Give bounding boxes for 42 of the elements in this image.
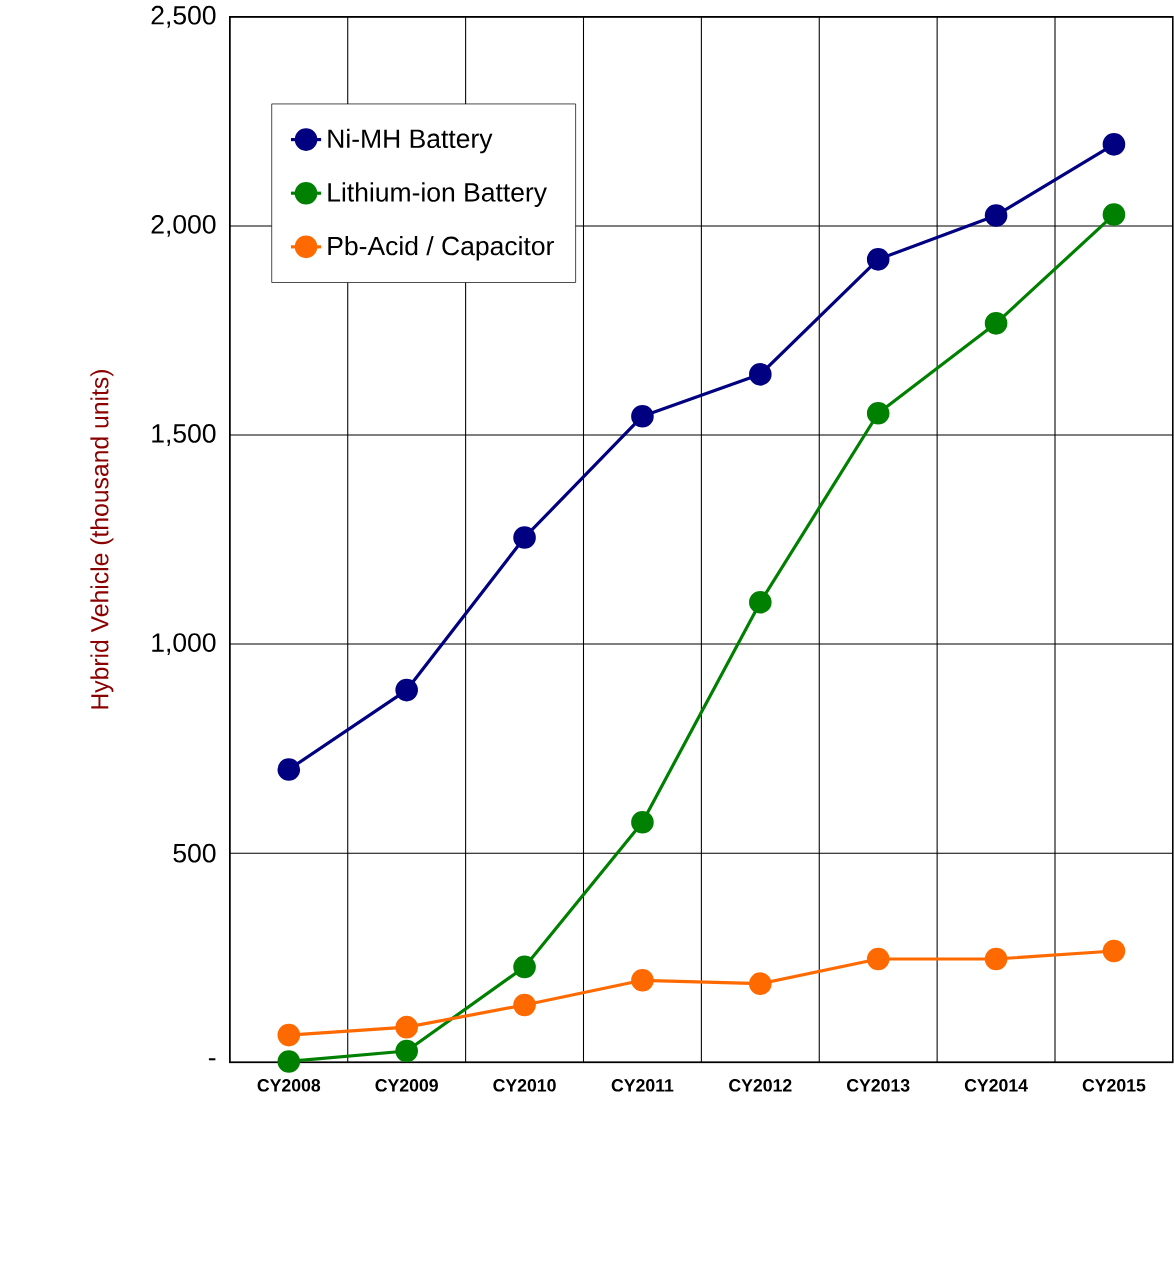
point [867, 248, 890, 271]
x-tick-label: CY2015 [1082, 1079, 1146, 1092]
y-tick-label: 1,500 [152, 424, 216, 446]
legend-label: Pb-Acid / Capacitor [328, 235, 555, 261]
point [631, 810, 654, 834]
point [749, 363, 772, 386]
point [984, 204, 1008, 227]
x-tick-label: CY2013 [847, 1079, 910, 1092]
point [513, 526, 536, 549]
point [1102, 133, 1126, 156]
x-tick-label: CY2012 [729, 1079, 792, 1092]
point [631, 404, 654, 428]
point [631, 969, 654, 992]
point [395, 678, 419, 702]
point [867, 947, 890, 971]
point [277, 1023, 301, 1047]
y-tick-label: 2,500 [151, 5, 216, 28]
point [277, 1050, 301, 1073]
x-tick-label: CY2009 [375, 1079, 439, 1092]
point [1102, 203, 1126, 226]
point [395, 1039, 419, 1063]
point [395, 1015, 419, 1039]
y-tick-label: - [209, 1058, 216, 1061]
x-tick-label: CY2011 [611, 1079, 674, 1092]
legend-label: Lithium-ion Battery [328, 182, 548, 207]
y-axis-title: Hybrid Vehicle (thousand units) [90, 370, 114, 709]
legend-label: Ni-MH Battery [328, 128, 493, 154]
x-tick-label: CY2010 [493, 1079, 556, 1092]
point [749, 590, 772, 614]
point [277, 758, 301, 781]
point [984, 312, 1008, 335]
x-tick-label: CY2008 [257, 1079, 321, 1092]
point [513, 955, 536, 979]
point [513, 993, 536, 1017]
y-tick-label: 2,000 [151, 214, 216, 237]
point [984, 947, 1008, 971]
point [1102, 939, 1126, 963]
x-tick-label: CY2014 [964, 1079, 1028, 1092]
y-tick-label: 1,000 [152, 633, 216, 656]
y-tick-label: 500 [173, 843, 216, 863]
point [867, 401, 890, 425]
point [749, 972, 772, 995]
